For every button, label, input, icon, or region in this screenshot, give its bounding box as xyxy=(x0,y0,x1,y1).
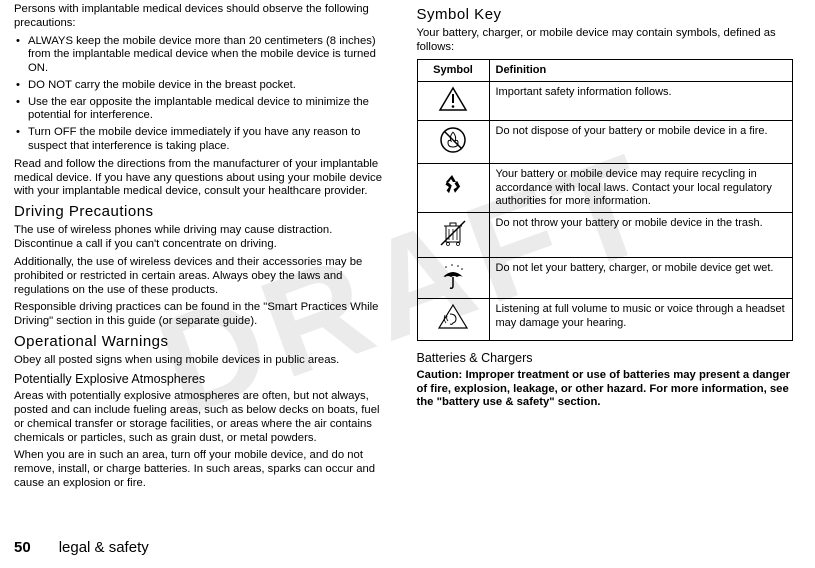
table-row: Important safety information follows. xyxy=(417,82,793,121)
implant-after: Read and follow the directions from the … xyxy=(14,158,391,199)
no-fire-icon xyxy=(438,125,468,159)
warning-triangle-icon xyxy=(438,86,468,116)
right-column: Symbol Key Your battery, charger, or mob… xyxy=(417,3,794,530)
operational-p1: Obey all posted signs when using mobile … xyxy=(14,354,391,368)
def: Do not throw your battery or mobile devi… xyxy=(489,212,793,257)
explosive-p1: Areas with potentially explosive atmosph… xyxy=(14,390,391,445)
table-row: Listening at full volume to music or voi… xyxy=(417,299,793,340)
driving-p1: The use of wireless phones while driving… xyxy=(14,224,391,252)
th-definition: Definition xyxy=(489,59,793,81)
explosive-p2: When you are in such an area, turn off y… xyxy=(14,449,391,490)
bullet: ALWAYS keep the mobile device more than … xyxy=(14,35,391,76)
symbol-table: Symbol Definition Important safety infor… xyxy=(417,59,794,341)
driving-p2: Additionally, the use of wireless device… xyxy=(14,256,391,297)
table-row: Do not throw your battery or mobile devi… xyxy=(417,212,793,257)
page-footer: 50 legal & safety xyxy=(14,539,149,556)
driving-heading: Driving Precautions xyxy=(14,203,391,221)
def: Important safety information follows. xyxy=(489,82,793,121)
umbrella-wet-icon xyxy=(438,262,468,294)
implant-intro: Persons with implantable medical devices… xyxy=(14,3,391,31)
bullet: Turn OFF the mobile device immediately i… xyxy=(14,126,391,154)
left-column: Persons with implantable medical devices… xyxy=(14,3,391,530)
driving-p3: Responsible driving practices can be fou… xyxy=(14,301,391,329)
page-content: Persons with implantable medical devices… xyxy=(0,0,815,530)
no-trash-icon xyxy=(437,217,469,253)
symbol-key-heading: Symbol Key xyxy=(417,6,794,24)
table-row: Do not let your battery, charger, or mob… xyxy=(417,258,793,299)
hearing-warning-icon xyxy=(437,303,469,335)
batteries-caution: Caution: Improper treatment or use of ba… xyxy=(417,369,794,410)
bullet: Use the ear opposite the implantable med… xyxy=(14,96,391,124)
bullet: DO NOT carry the mobile device in the br… xyxy=(14,79,391,93)
page-number: 50 xyxy=(14,539,31,556)
def: Listening at full volume to music or voi… xyxy=(489,299,793,340)
operational-heading: Operational Warnings xyxy=(14,333,391,351)
explosive-heading: Potentially Explosive Atmospheres xyxy=(14,372,391,387)
def: Do not let your battery, charger, or mob… xyxy=(489,258,793,299)
def: Do not dispose of your battery or mobile… xyxy=(489,121,793,164)
def: Your battery or mobile device may requir… xyxy=(489,164,793,213)
recycle-icon xyxy=(438,172,468,204)
batteries-heading: Batteries & Chargers xyxy=(417,351,794,366)
table-row: Do not dispose of your battery or mobile… xyxy=(417,121,793,164)
implant-bullets: ALWAYS keep the mobile device more than … xyxy=(14,35,391,154)
footer-label: legal & safety xyxy=(59,539,149,556)
table-row: Your battery or mobile device may requir… xyxy=(417,164,793,213)
th-symbol: Symbol xyxy=(417,59,489,81)
symbol-key-intro: Your battery, charger, or mobile device … xyxy=(417,27,794,55)
